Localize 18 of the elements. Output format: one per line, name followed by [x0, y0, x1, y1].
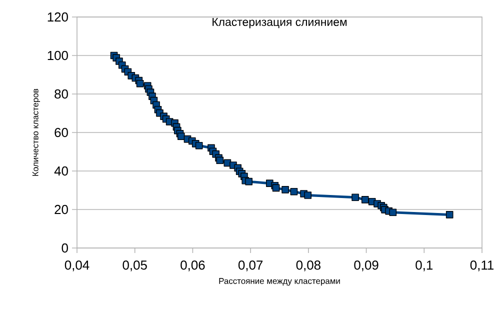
- y-tick-label: 120: [48, 12, 68, 22]
- y-tick-label: 60: [54, 128, 68, 138]
- y-tick-label: 20: [54, 204, 68, 214]
- y-tick-label: 100: [48, 50, 68, 60]
- x-tick-label: 0,11: [470, 260, 494, 272]
- chart-title: Кластеризация слиянием: [212, 18, 347, 28]
- x-tick-label: 0,05: [122, 260, 147, 272]
- x-tick-label: 0,1: [416, 260, 433, 272]
- x-tick-label: 0,06: [180, 260, 205, 272]
- y-tick-label: 80: [54, 89, 68, 99]
- y-tick-label: 0: [62, 243, 68, 253]
- y-axis-title: Количество кластеров: [32, 88, 40, 176]
- x-tick-label: 0,07: [238, 260, 263, 272]
- x-tick-label: 0,08: [296, 260, 320, 272]
- x-axis-title: Расстояние между кластерами: [219, 278, 340, 286]
- x-tick-label: 0,04: [64, 260, 90, 272]
- y-tick-label: 40: [54, 166, 68, 176]
- x-tick-label: 0,09: [354, 260, 378, 272]
